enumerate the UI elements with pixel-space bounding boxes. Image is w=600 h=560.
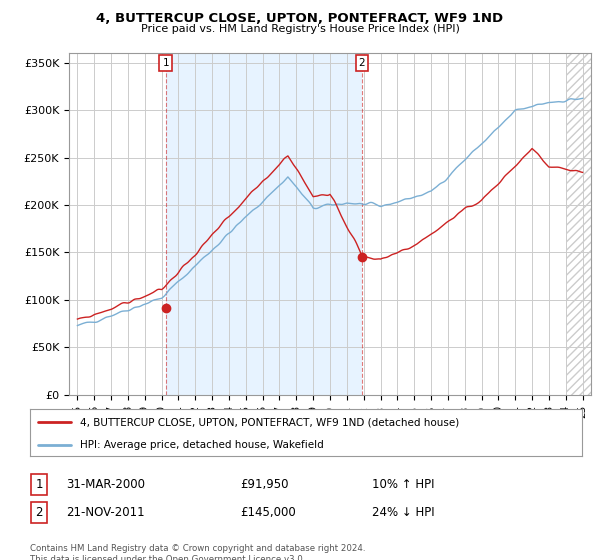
Text: 1: 1 [163, 58, 169, 68]
Text: 2: 2 [35, 506, 43, 519]
Bar [166, 53, 362, 395]
Text: 31-MAR-2000: 31-MAR-2000 [66, 478, 145, 491]
Text: Price paid vs. HM Land Registry's House Price Index (HPI): Price paid vs. HM Land Registry's House … [140, 24, 460, 34]
Text: 4, BUTTERCUP CLOSE, UPTON, PONTEFRACT, WF9 1ND: 4, BUTTERCUP CLOSE, UPTON, PONTEFRACT, W… [97, 12, 503, 25]
Text: £145,000: £145,000 [240, 506, 296, 519]
Bar [566, 53, 591, 395]
Text: 24% ↓ HPI: 24% ↓ HPI [372, 506, 434, 519]
Text: 4, BUTTERCUP CLOSE, UPTON, PONTEFRACT, WF9 1ND (detached house): 4, BUTTERCUP CLOSE, UPTON, PONTEFRACT, W… [80, 417, 459, 427]
Text: 1: 1 [35, 478, 43, 491]
Text: Contains HM Land Registry data © Crown copyright and database right 2024.
This d: Contains HM Land Registry data © Crown c… [30, 544, 365, 560]
Text: 21-NOV-2011: 21-NOV-2011 [66, 506, 145, 519]
Text: 10% ↑ HPI: 10% ↑ HPI [372, 478, 434, 491]
Text: 2: 2 [359, 58, 365, 68]
Text: HPI: Average price, detached house, Wakefield: HPI: Average price, detached house, Wake… [80, 440, 323, 450]
Text: £91,950: £91,950 [240, 478, 289, 491]
